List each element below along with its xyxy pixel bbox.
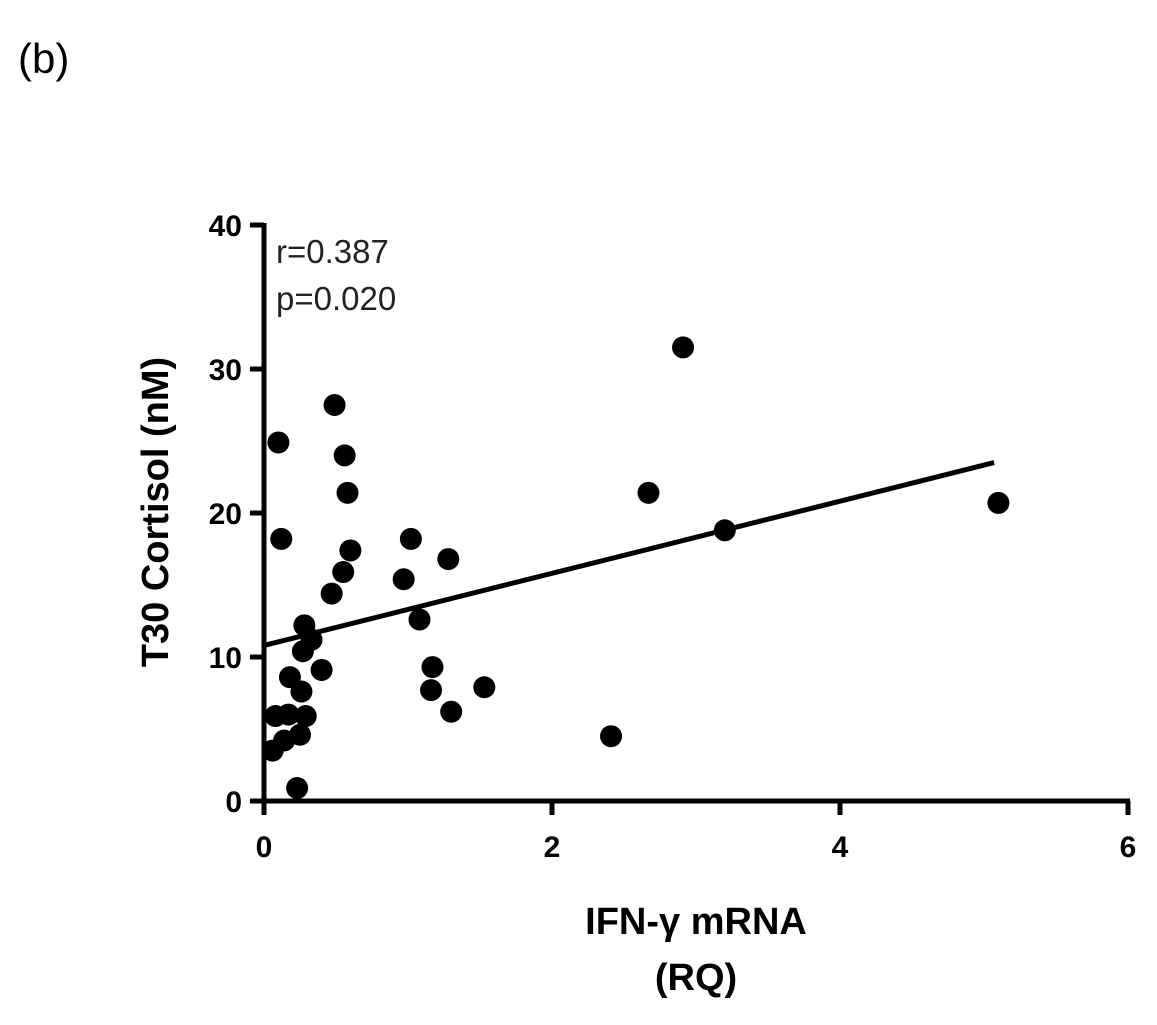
data-point <box>392 568 415 591</box>
data-point <box>300 628 323 651</box>
data-point <box>289 723 311 746</box>
data-point <box>408 608 431 631</box>
panel-label: (b) <box>18 35 69 82</box>
data-point <box>333 444 356 467</box>
data-point <box>713 519 736 542</box>
correlation-p-annotation: p=0.020 <box>276 280 396 317</box>
regression-line <box>263 460 995 648</box>
y-ticks: 0 10 20 30 40 <box>209 210 264 819</box>
data-point <box>336 481 359 504</box>
y-tick-label: 20 <box>209 498 242 531</box>
y-tick-label: 40 <box>209 210 242 243</box>
data-point <box>440 700 463 723</box>
x-tick-label: 2 <box>544 831 561 864</box>
data-point <box>672 336 695 359</box>
data-point <box>323 394 346 416</box>
y-axis-title: T30 Cortisol (nM) <box>135 357 177 667</box>
data-point <box>294 705 317 728</box>
x-ticks: 0 2 4 6 <box>256 801 1137 864</box>
data-point <box>421 656 444 679</box>
x-axis-title-line2: (RQ) <box>655 957 737 999</box>
data-point <box>637 481 660 504</box>
data-point <box>339 539 362 562</box>
data-point <box>473 676 496 699</box>
x-tick-label: 4 <box>832 831 849 864</box>
data-point <box>399 527 422 550</box>
y-tick-label: 10 <box>209 642 242 675</box>
data-point <box>987 491 1010 514</box>
data-point <box>320 582 343 605</box>
y-tick-label: 0 <box>225 786 242 819</box>
data-point <box>277 703 300 726</box>
data-point <box>420 679 443 702</box>
x-tick-label: 0 <box>256 831 273 864</box>
y-tick-label: 30 <box>209 354 242 387</box>
data-point <box>270 527 293 550</box>
data-point <box>332 561 355 584</box>
data-point <box>437 548 460 571</box>
data-point <box>600 725 623 748</box>
data-point <box>290 680 313 703</box>
data-point <box>267 431 290 454</box>
data-point <box>286 777 309 800</box>
data-point <box>310 658 333 681</box>
x-tick-label: 6 <box>1120 831 1137 864</box>
correlation-r-annotation: r=0.387 <box>276 233 389 270</box>
x-axis-title-line1: IFN-γ mRNA <box>585 901 807 943</box>
data-points <box>261 336 1010 800</box>
